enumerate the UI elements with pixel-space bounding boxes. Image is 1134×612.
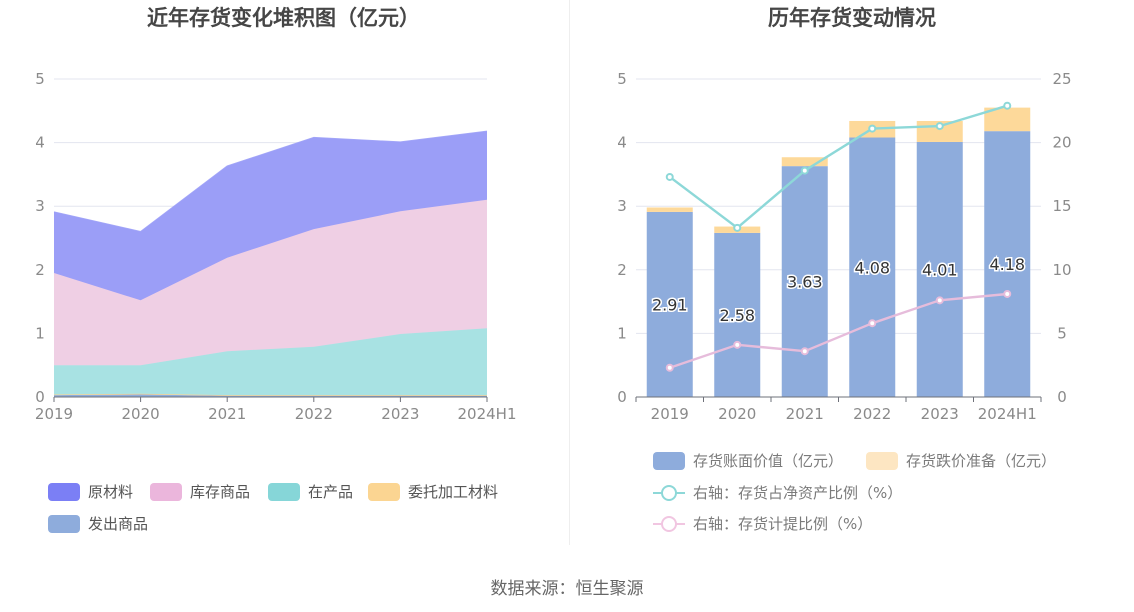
line-point — [1003, 289, 1012, 298]
line-series — [669, 292, 1008, 369]
left-x-tick-label: 2019 — [35, 405, 73, 423]
line-series — [669, 104, 1008, 230]
legend-label: 委托加工材料 — [408, 483, 499, 501]
bar — [646, 207, 693, 212]
bar — [916, 141, 963, 397]
legend-swatch — [48, 482, 80, 501]
panel-divider — [569, 0, 570, 545]
line-point — [733, 340, 742, 349]
line-point — [935, 296, 944, 305]
right-y-tick-label: 5 — [617, 70, 627, 88]
right-y2-tick-label: 20 — [1052, 134, 1071, 152]
right-legend-item[interactable]: 存货账面价值（亿元） — [653, 450, 843, 471]
right-y2-tick-label: 0 — [1057, 388, 1067, 406]
line-point — [935, 122, 944, 131]
line-point — [868, 124, 877, 133]
bar — [714, 232, 761, 397]
left-legend-item[interactable]: 库存商品 — [150, 481, 250, 502]
line-point — [868, 319, 877, 328]
right-x-tick-label: 2023 — [921, 405, 959, 423]
right-y2-tick-label: 10 — [1052, 261, 1071, 279]
left-chart-title: 近年存货变化堆积图（亿元） — [147, 6, 420, 30]
legend-label: 在产品 — [308, 483, 354, 501]
left-legend-item[interactable]: 发出商品 — [48, 513, 148, 534]
left-x-tick-label: 2023 — [381, 405, 419, 423]
legend-swatch — [653, 484, 685, 502]
right-legend-item[interactable]: 右轴：存货计提比例（%） — [653, 513, 872, 534]
line-point — [800, 347, 809, 356]
area-series — [54, 328, 487, 396]
bar-value-label: 2.91 — [652, 295, 688, 314]
right-x-tick-label: 2019 — [651, 405, 689, 423]
legend-swatch — [48, 514, 80, 533]
data-source: 数据来源：恒生聚源 — [490, 579, 644, 599]
left-y-tick-label: 0 — [35, 388, 45, 406]
left-x-tick-label: 2024H1 — [458, 405, 517, 423]
bar — [781, 166, 828, 397]
legend-swatch — [653, 515, 685, 533]
right-legend-item[interactable]: 存货跌价准备（亿元） — [866, 450, 1056, 471]
left-x-tick-label: 2022 — [295, 405, 333, 423]
right-x-tick-label: 2021 — [786, 405, 824, 423]
left-legend-item[interactable]: 在产品 — [268, 481, 353, 502]
legend-label: 存货账面价值（亿元） — [693, 452, 844, 470]
left-y-tick-label: 5 — [35, 70, 45, 88]
left-y-tick-label: 1 — [35, 324, 45, 342]
legend-label: 右轴：存货占净资产比例（%） — [693, 484, 903, 502]
bar — [984, 131, 1031, 398]
bar-value-label: 2.58 — [719, 306, 755, 325]
right-chart-title: 历年存货变动情况 — [768, 6, 936, 30]
bar — [781, 157, 828, 167]
legend-swatch — [150, 482, 182, 501]
left-x-tick-label: 2020 — [122, 405, 160, 423]
right-y-tick-label: 2 — [617, 261, 627, 279]
left-y-tick-label: 3 — [35, 197, 45, 215]
right-y2-tick-label: 5 — [1057, 324, 1067, 342]
legend-swatch — [866, 451, 898, 470]
legend-label: 库存商品 — [190, 483, 251, 501]
left-legend-item[interactable]: 原材料 — [48, 481, 133, 502]
bar-value-label: 4.18 — [989, 255, 1025, 274]
area-series — [54, 199, 487, 366]
line-point — [800, 166, 809, 175]
line-point — [665, 172, 674, 181]
bar-value-label: 4.01 — [922, 260, 958, 279]
right-legend-item[interactable]: 右轴：存货占净资产比例（%） — [653, 482, 902, 503]
right-y-tick-label: 1 — [617, 324, 627, 342]
bar — [984, 107, 1031, 132]
right-y2-tick-label: 25 — [1052, 70, 1071, 88]
left-legend-item[interactable]: 委托加工材料 — [368, 481, 498, 502]
legend-label: 存货跌价准备（亿元） — [906, 452, 1057, 470]
line-point — [665, 363, 674, 372]
legend-label: 发出商品 — [88, 515, 149, 533]
bar-value-label: 4.08 — [854, 258, 890, 277]
legend-swatch — [268, 482, 300, 501]
bar-value-label: 3.63 — [787, 273, 823, 292]
right-x-tick-label: 2022 — [853, 405, 891, 423]
left-y-tick-label: 4 — [35, 134, 45, 152]
left-y-tick-label: 2 — [35, 261, 45, 279]
legend-swatch — [368, 482, 400, 501]
legend-label: 原材料 — [88, 483, 134, 501]
right-y-tick-label: 0 — [617, 388, 627, 406]
area-series — [54, 131, 487, 301]
right-x-tick-label: 2024H1 — [978, 405, 1037, 423]
area-series-edge — [53, 130, 488, 233]
line-point — [733, 223, 742, 232]
right-y-tick-label: 3 — [617, 197, 627, 215]
line-point — [1003, 101, 1012, 110]
legend-label: 右轴：存货计提比例（%） — [693, 515, 873, 533]
right-y-tick-label: 4 — [617, 134, 627, 152]
left-x-tick-label: 2021 — [208, 405, 246, 423]
bar — [849, 137, 896, 397]
right-y2-tick-label: 15 — [1052, 197, 1071, 215]
legend-swatch — [653, 451, 685, 470]
right-x-tick-label: 2020 — [718, 405, 756, 423]
